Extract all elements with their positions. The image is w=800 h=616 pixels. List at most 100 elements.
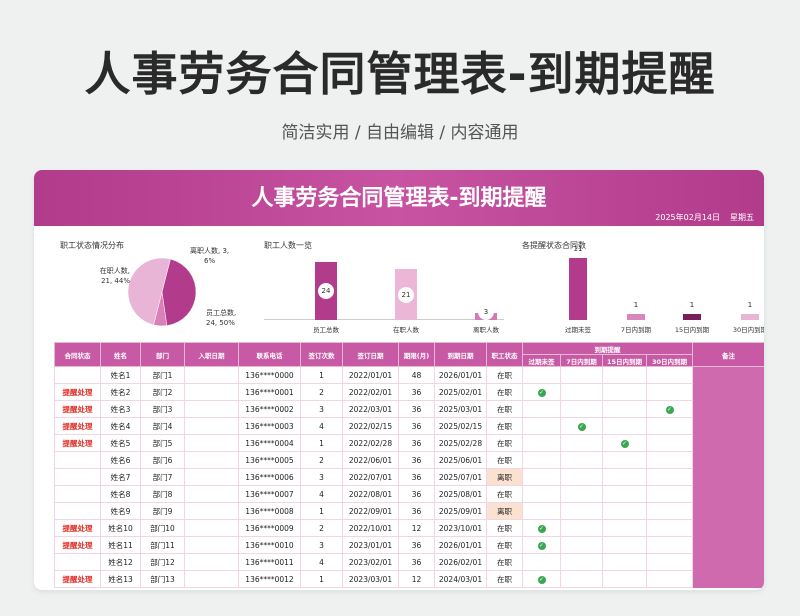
cell-r4[interactable]: [646, 383, 693, 401]
cell-dept[interactable]: 部门12: [140, 553, 185, 571]
cell-r3[interactable]: [602, 519, 647, 537]
cell-r3[interactable]: [602, 570, 647, 588]
cell-sign[interactable]: 2022/09/01: [342, 502, 399, 520]
cell-note[interactable]: [692, 502, 764, 520]
table-row[interactable]: 姓名7 部门7 136****0006 3 2022/07/01 36 2025/07/01…: [54, 468, 764, 486]
cell-name[interactable]: 姓名3: [100, 400, 141, 418]
col-note[interactable]: 备注: [692, 342, 764, 367]
cell-due[interactable]: 2025/02/01: [434, 383, 487, 401]
cell-entry[interactable]: [184, 451, 239, 469]
cell-note[interactable]: [692, 417, 764, 435]
cell-r4[interactable]: [646, 536, 693, 554]
cell-r1[interactable]: [522, 417, 561, 435]
cell-due[interactable]: 2025/09/01: [434, 502, 487, 520]
col-r2[interactable]: 7日内到期: [560, 354, 603, 367]
cell-phone[interactable]: 136****0000: [238, 366, 301, 384]
cell-r3[interactable]: [602, 485, 647, 503]
cell-dept[interactable]: 部门1: [140, 366, 185, 384]
cell-r4[interactable]: [646, 553, 693, 571]
cell-note[interactable]: [692, 434, 764, 452]
cell-r1[interactable]: ✓: [522, 570, 561, 588]
col-status[interactable]: 合同状态: [54, 342, 101, 367]
cell-term[interactable]: 36: [398, 502, 435, 520]
cell-note[interactable]: [692, 570, 764, 588]
cell-phone[interactable]: 136****0001: [238, 383, 301, 401]
cell-status[interactable]: 提醒处理: [54, 400, 101, 418]
cell-dept[interactable]: 部门6: [140, 451, 185, 469]
cell-due[interactable]: 2023/10/01: [434, 519, 487, 537]
cell-sign[interactable]: 2023/02/01: [342, 553, 399, 571]
cell-r3[interactable]: [602, 536, 647, 554]
cell-phone[interactable]: 136****0005: [238, 451, 301, 469]
cell-sign[interactable]: 2022/03/01: [342, 400, 399, 418]
table-row[interactable]: 姓名9 部门9 136****0008 1 2022/09/01 36 2025/09/01…: [54, 502, 764, 520]
cell-status[interactable]: 提醒处理: [54, 536, 101, 554]
cell-entry[interactable]: [184, 553, 239, 571]
cell-r4[interactable]: [646, 570, 693, 588]
cell-emp[interactable]: 在职: [486, 570, 523, 588]
cell-count[interactable]: 2: [300, 451, 343, 469]
col-count[interactable]: 签订次数: [300, 342, 343, 367]
cell-count[interactable]: 2: [300, 383, 343, 401]
col-sign[interactable]: 签订日期: [342, 342, 399, 367]
cell-phone[interactable]: 136****0007: [238, 485, 301, 503]
cell-note[interactable]: [692, 468, 764, 486]
cell-phone[interactable]: 136****0003: [238, 417, 301, 435]
cell-due[interactable]: 2025/08/01: [434, 485, 487, 503]
col-r3[interactable]: 15日内到期: [602, 354, 647, 367]
cell-due[interactable]: 2025/07/01: [434, 468, 487, 486]
cell-emp[interactable]: 离职: [486, 468, 523, 486]
cell-count[interactable]: 4: [300, 553, 343, 571]
col-emp[interactable]: 职工状态: [486, 342, 523, 367]
cell-name[interactable]: 姓名11: [100, 536, 141, 554]
cell-emp[interactable]: 在职: [486, 383, 523, 401]
cell-status[interactable]: [54, 485, 101, 503]
cell-term[interactable]: 36: [398, 451, 435, 469]
cell-r2[interactable]: [560, 570, 603, 588]
cell-entry[interactable]: [184, 400, 239, 418]
cell-phone[interactable]: 136****0002: [238, 400, 301, 418]
cell-dept[interactable]: 部门7: [140, 468, 185, 486]
cell-due[interactable]: 2026/02/01: [434, 553, 487, 571]
cell-status[interactable]: 提醒处理: [54, 383, 101, 401]
cell-name[interactable]: 姓名6: [100, 451, 141, 469]
cell-emp[interactable]: 在职: [486, 553, 523, 571]
cell-dept[interactable]: 部门4: [140, 417, 185, 435]
cell-r4[interactable]: [646, 485, 693, 503]
cell-r1[interactable]: ✓: [522, 383, 561, 401]
col-dept[interactable]: 部门: [140, 342, 185, 367]
cell-phone[interactable]: 136****0004: [238, 434, 301, 452]
cell-term[interactable]: 36: [398, 553, 435, 571]
cell-emp[interactable]: 在职: [486, 400, 523, 418]
cell-r2[interactable]: ✓: [560, 417, 603, 435]
cell-phone[interactable]: 136****0009: [238, 519, 301, 537]
cell-dept[interactable]: 部门3: [140, 400, 185, 418]
cell-entry[interactable]: [184, 434, 239, 452]
cell-emp[interactable]: 在职: [486, 451, 523, 469]
cell-r4[interactable]: [646, 468, 693, 486]
cell-note[interactable]: [692, 519, 764, 537]
cell-r1[interactable]: ✓: [522, 519, 561, 537]
cell-note[interactable]: [692, 536, 764, 554]
cell-r3[interactable]: [602, 451, 647, 469]
cell-dept[interactable]: 部门13: [140, 570, 185, 588]
cell-term[interactable]: 36: [398, 434, 435, 452]
cell-count[interactable]: 1: [300, 366, 343, 384]
cell-r1[interactable]: ✓: [522, 536, 561, 554]
cell-phone[interactable]: 136****0011: [238, 553, 301, 571]
cell-status[interactable]: 提醒处理: [54, 434, 101, 452]
cell-emp[interactable]: 在职: [486, 366, 523, 384]
cell-r4[interactable]: [646, 451, 693, 469]
cell-entry[interactable]: [184, 366, 239, 384]
cell-r1[interactable]: [522, 400, 561, 418]
cell-sign[interactable]: 2022/10/01: [342, 519, 399, 537]
cell-term[interactable]: 48: [398, 366, 435, 384]
cell-r2[interactable]: [560, 485, 603, 503]
cell-emp[interactable]: 在职: [486, 434, 523, 452]
cell-sign[interactable]: 2023/01/01: [342, 536, 399, 554]
cell-entry[interactable]: [184, 485, 239, 503]
cell-status[interactable]: 提醒处理: [54, 417, 101, 435]
cell-r3[interactable]: ✓: [602, 434, 647, 452]
cell-entry[interactable]: [184, 519, 239, 537]
col-phone[interactable]: 联系电话: [238, 342, 301, 367]
